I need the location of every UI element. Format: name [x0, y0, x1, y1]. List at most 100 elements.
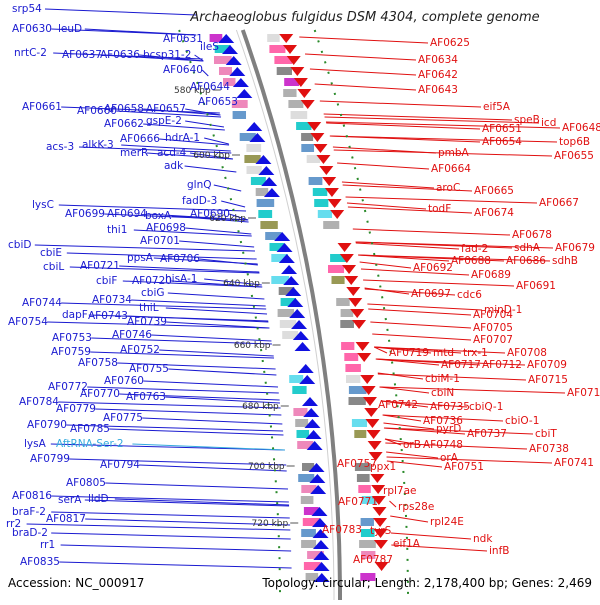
reverse-gene-arrow: [307, 122, 322, 131]
left-gene-label: braD-2: [12, 527, 48, 539]
left-leader-line: [69, 266, 260, 274]
forward-gene-arrow: [306, 441, 323, 450]
backbone-arc: [240, 29, 342, 600]
feature-box: [244, 155, 261, 163]
forward-gene-arrow: [303, 408, 320, 417]
map-title: Archaeoglobus fulgidus DSM 4304, complet…: [189, 10, 539, 25]
right-leader-line: [374, 346, 506, 354]
right-gene-label: tyrS: [370, 525, 392, 537]
forward-gene-arrow: [291, 320, 308, 329]
forward-gene-arrow: [255, 155, 272, 164]
feature-box: [312, 188, 328, 196]
right-leader-line: [309, 68, 417, 76]
left-leader-line: [117, 362, 276, 370]
leader-lines: [26, 8, 566, 569]
feature-box: [279, 320, 297, 328]
right-leader-line: [329, 135, 558, 143]
right-leader-line: [367, 303, 483, 311]
left-leader-line: [69, 458, 287, 466]
left-gene-label: AF0799: [30, 453, 70, 465]
right-gene-label: AF0704: [473, 309, 513, 321]
left-gene-label: rr2: [6, 518, 21, 530]
left-leader-line: [109, 428, 284, 436]
left-leader-line: [151, 334, 272, 342]
feature-box: [271, 254, 288, 262]
feature-box: [265, 232, 282, 240]
left-leader-line: [168, 368, 277, 376]
feature-box: [301, 144, 315, 152]
forward-gene-arrow: [313, 562, 330, 571]
right-gene-label: cbiT: [535, 428, 557, 440]
right-leader-line: [372, 333, 472, 341]
right-leader-line: [323, 113, 513, 121]
feature-box: [354, 463, 371, 471]
reverse-gene-arrow: [368, 452, 383, 461]
feature-band: [178, 29, 409, 600]
forward-gene-arrow: [311, 507, 328, 516]
forward-gene-arrow: [278, 254, 295, 263]
right-gene-label: AF0716: [567, 387, 600, 399]
left-gene-label: AF0835: [20, 556, 60, 568]
right-gene-label: AF0771: [338, 496, 378, 508]
left-gene-label: alkK-3: [82, 139, 114, 151]
feature-box: [219, 67, 233, 75]
reverse-gene-arrow: [352, 320, 367, 329]
right-gene-label: AF0642: [418, 69, 458, 81]
left-gene-label: lysC: [32, 199, 54, 211]
right-gene-label: AF0691: [516, 280, 556, 292]
right-leader-line: [382, 414, 504, 422]
reverse-gene-arrow: [364, 408, 379, 417]
left-leader-line: [119, 265, 260, 273]
left-leader-line: [204, 137, 229, 145]
left-leader-line: [121, 144, 231, 152]
feature-box: [317, 210, 333, 218]
left-gene-label: AF0644: [190, 81, 230, 93]
left-leader-line: [229, 213, 249, 221]
right-gene-label: AF0651: [482, 123, 522, 135]
right-gene-label: AF0655: [554, 150, 594, 162]
reverse-gene-arrow: [373, 540, 388, 549]
left-gene-label: ppsA: [127, 252, 154, 264]
forward-gene-arrow: [261, 177, 278, 186]
right-leader-line: [385, 442, 528, 450]
feature-box: [340, 309, 354, 317]
left-leader-line: [184, 165, 237, 173]
right-leader-line: [368, 308, 472, 316]
left-leader-line: [159, 349, 274, 357]
left-gene-label: bcsp31-2: [143, 49, 191, 61]
feature-box: [301, 529, 316, 537]
right-leader-line: [305, 53, 417, 61]
forward-gene-arrow: [218, 34, 235, 43]
left-gene-label: AF0699: [65, 208, 105, 220]
reverse-gene-arrow: [313, 144, 328, 153]
left-leader-line: [47, 321, 270, 329]
right-gene-label: AF0741: [554, 457, 594, 469]
left-leader-line: [133, 229, 252, 237]
left-leader-line: [101, 54, 204, 62]
feature-box: [360, 573, 376, 581]
reverse-gene-arrow: [373, 529, 388, 538]
feature-box: [295, 419, 309, 427]
right-gene-label: AF0715: [528, 374, 568, 386]
right-gene-label: AF0634: [418, 54, 458, 66]
feature-box: [360, 529, 375, 537]
feature-box: [246, 144, 262, 152]
feature-box: [302, 463, 315, 471]
left-gene-label: gspE-2: [146, 115, 182, 127]
forward-gene-arrow: [263, 188, 280, 197]
right-gene-label: AF0709: [527, 359, 567, 371]
feature-box: [284, 78, 300, 86]
forward-gene-arrow: [249, 133, 266, 142]
left-leader-line: [116, 110, 222, 118]
left-gene-label: AF0640: [163, 64, 203, 76]
left-gene-label: fadD-3: [182, 195, 217, 207]
reverse-gene-arrow: [290, 67, 305, 76]
kbp-tick-label: 700 kbp: [248, 462, 285, 472]
feature-box: [340, 320, 354, 328]
left-leader-line: [60, 544, 292, 552]
right-leader-line: [381, 400, 468, 408]
feature-box: [223, 78, 236, 86]
right-leader-line: [382, 414, 422, 422]
feature-box: [359, 540, 376, 548]
right-leader-line: [391, 544, 488, 552]
